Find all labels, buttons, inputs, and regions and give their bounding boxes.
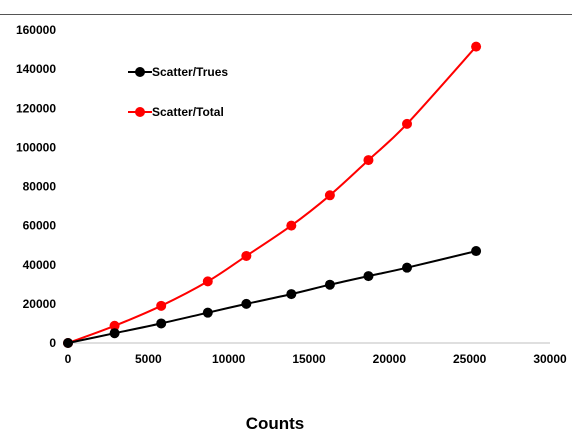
data-point [402,118,413,129]
y-tick-label: 160000 [16,23,56,37]
y-tick-labels: 0 20000 40000 60000 80000 100000 120000 140000 1… [16,23,56,350]
data-point [402,262,413,273]
x-tick-label: 15000 [292,352,326,366]
data-point [241,250,252,261]
legend-label: Scatter/Total [152,105,224,119]
x-axis-title: Counts [246,414,305,430]
y-tick-label: 80000 [23,180,57,194]
data-point [202,307,213,318]
y-tick-label: 40000 [23,258,57,272]
data-point [63,338,73,348]
data-point [286,220,297,231]
series-line [67,250,477,344]
legend-marker [135,67,145,77]
y-tick-label: 120000 [16,101,56,115]
data-point [471,246,482,257]
series-group [63,41,482,348]
y-tick-label: 140000 [16,62,56,76]
legend: Scatter/Trues Scatter/Total [128,65,228,119]
data-point [471,41,482,52]
legend-label: Scatter/Trues [152,65,228,79]
legend-marker [135,107,145,117]
data-point [109,320,120,331]
y-tick-label: 60000 [23,219,57,233]
x-tick-label: 0 [65,352,72,366]
y-tick-label: 20000 [23,297,57,311]
data-point [324,279,335,290]
x-tick-labels: 0 5000 10000 15000 20000 25000 30000 [65,352,567,366]
data-point [241,298,252,309]
x-tick-label: 25000 [453,352,487,366]
data-point [363,155,374,166]
data-point [109,328,120,339]
data-point [156,318,167,329]
x-tick-label: 10000 [212,352,246,366]
x-tick-label: 5000 [135,352,162,366]
x-tick-label: 30000 [533,352,567,366]
y-tick-label: 0 [49,336,56,350]
data-point [286,289,297,300]
data-point [363,271,374,282]
series-line [67,45,477,344]
data-point [156,300,167,311]
data-point [202,276,213,287]
y-tick-label: 100000 [16,140,56,154]
x-tick-label: 20000 [373,352,407,366]
data-point [324,190,335,201]
